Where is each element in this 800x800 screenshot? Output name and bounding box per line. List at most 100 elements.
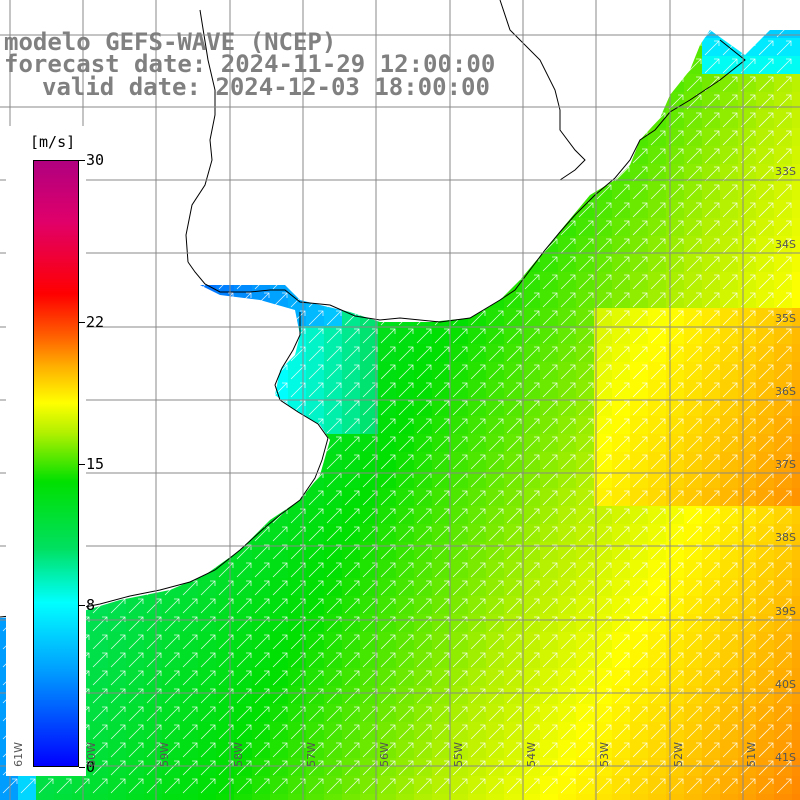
wind-cell: [558, 308, 577, 327]
wind-cell: [306, 380, 325, 399]
latitude-label: 39S: [775, 605, 796, 618]
wind-cell: [612, 326, 631, 345]
wind-cell: [612, 776, 631, 795]
wind-cell: [756, 146, 775, 165]
wind-cell: [270, 542, 289, 561]
wind-arrow: [416, 418, 432, 434]
wind-arrow: [488, 598, 504, 614]
wind-arrow: [326, 490, 342, 506]
wind-arrow: [542, 562, 558, 578]
wind-arrow: [200, 652, 216, 668]
wind-arrow: [200, 778, 216, 794]
wind-arrow: [668, 130, 684, 146]
wind-arrow: [758, 724, 774, 740]
wind-arrow: [380, 400, 396, 416]
wind-arrow: [560, 400, 576, 416]
wind-cell: [630, 398, 649, 417]
wind-cell: [666, 362, 685, 381]
wind-arrow: [146, 652, 162, 668]
wind-arrow: [326, 544, 342, 560]
wind-arrow: [650, 598, 666, 614]
wind-cell: [198, 650, 217, 669]
wind-cell: [468, 344, 487, 363]
wind-arrow: [488, 688, 504, 704]
wind-cell: [486, 740, 505, 759]
wind-arrow: [146, 598, 162, 614]
wind-arrow: [416, 562, 432, 578]
wind-cell: [792, 128, 800, 147]
wind-cell: [594, 668, 613, 687]
wind-cell: [432, 488, 451, 507]
wind-arrow: [614, 418, 630, 434]
wind-arrow: [380, 346, 396, 362]
wind-arrow: [596, 454, 612, 470]
wind-cell: [576, 668, 595, 687]
wind-cell: [720, 110, 739, 129]
wind-arrow: [236, 544, 252, 560]
wind-arrow: [524, 652, 540, 668]
wind-arrow: [506, 310, 522, 326]
wind-cell: [648, 398, 667, 417]
wind-arrow: [524, 760, 540, 776]
wind-arrow: [452, 508, 468, 524]
wind-cell: [450, 344, 469, 363]
wind-cell: [774, 758, 793, 777]
wind-cell: [504, 398, 523, 417]
wind-arrow: [470, 508, 486, 524]
wind-arrow: [560, 706, 576, 722]
wind-cell: [162, 758, 181, 777]
wind-arrow: [776, 508, 792, 524]
wind-cell: [468, 326, 487, 345]
wind-arrow: [254, 742, 270, 758]
wind-arrow: [560, 652, 576, 668]
wind-cell: [666, 326, 685, 345]
wind-arrow: [254, 652, 270, 668]
wind-cell: [540, 434, 559, 453]
wind-cell: [522, 578, 541, 597]
colorbar: [33, 160, 79, 767]
wind-arrow: [722, 544, 738, 560]
wind-cell: [324, 488, 343, 507]
wind-cell: [756, 290, 775, 309]
wind-arrow: [434, 544, 450, 560]
wind-cell: [378, 326, 397, 345]
wind-arrow: [452, 418, 468, 434]
wind-arrow: [722, 670, 738, 686]
wind-cell: [684, 722, 703, 741]
longitude-label: 53W: [598, 742, 611, 767]
wind-arrow: [326, 580, 342, 596]
wind-arrow: [524, 526, 540, 542]
wind-cell: [504, 614, 523, 633]
wind-cell: [720, 92, 739, 111]
wind-cell: [666, 182, 685, 201]
wind-arrow: [686, 454, 702, 470]
wind-cell: [450, 326, 469, 345]
wind-cell: [486, 524, 505, 543]
wind-cell: [216, 794, 235, 800]
wind-cell: [324, 362, 343, 381]
wind-arrow: [776, 202, 792, 218]
wind-arrow: [182, 598, 198, 614]
wind-cell: [252, 740, 271, 759]
wind-arrow: [488, 508, 504, 524]
wind-arrow: [470, 382, 486, 398]
wind-arrow: [722, 166, 738, 182]
wind-cell: [486, 452, 505, 471]
wind-cell: [576, 524, 595, 543]
wind-arrow: [776, 652, 792, 668]
wind-arrow: [722, 220, 738, 236]
wind-cell: [774, 362, 793, 381]
wind-arrow: [344, 490, 360, 506]
wind-cell: [612, 740, 631, 759]
wind-cell: [504, 596, 523, 615]
wind-arrow: [542, 490, 558, 506]
wind-arrow: [704, 274, 720, 290]
wind-cell: [342, 344, 361, 363]
wind-arrow: [470, 742, 486, 758]
wind-arrow: [362, 436, 378, 452]
wind-arrow: [578, 382, 594, 398]
wind-cell: [396, 686, 415, 705]
wind-arrow: [308, 598, 324, 614]
wind-cell: [432, 380, 451, 399]
wind-cell: [720, 560, 739, 579]
